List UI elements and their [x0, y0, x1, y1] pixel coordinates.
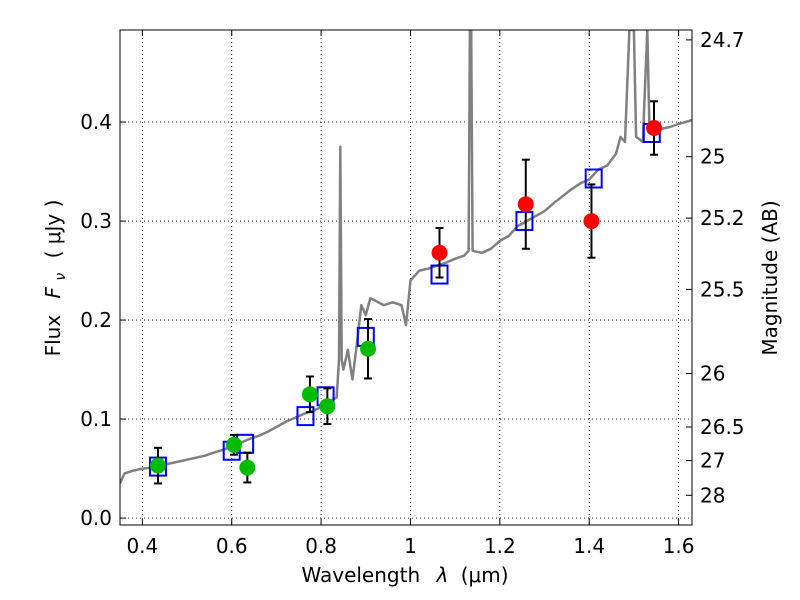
y-tick-label: 0.3 — [80, 209, 112, 233]
plot-area — [120, 30, 692, 485]
y-axis-title-subscript: ν — [53, 273, 69, 281]
x-axis-title-unit: (μm) — [461, 563, 509, 587]
x-tick-label: 1.6 — [663, 534, 695, 558]
x-tick-label: 0.6 — [216, 534, 248, 558]
green-data-point — [239, 459, 256, 476]
y-tick-label: 0.1 — [80, 407, 112, 431]
y2-axis-title: Magnitude (AB) — [758, 200, 782, 355]
x-tick-label: 1.4 — [573, 534, 605, 558]
y2-tick-label: 25.5 — [700, 277, 745, 301]
y-axis-title-unit: ( μJy ) — [41, 200, 65, 259]
model-flux-box — [296, 406, 315, 427]
model-flux-box — [584, 168, 603, 189]
y2-tick-label: 25 — [700, 145, 725, 169]
y2-tick-label: 24.7 — [700, 28, 745, 52]
y2-tick-label: 26 — [700, 362, 725, 386]
y-axis-title-symbol: F — [41, 286, 65, 298]
x-tick-label: 0.4 — [126, 534, 158, 558]
x-axis-title-text: Wavelength — [301, 563, 420, 587]
y-axis-title: Flux F ν ( μJy ) — [41, 200, 70, 357]
x-tick-label: 0.8 — [305, 534, 337, 558]
y-tick-label: 0.4 — [80, 110, 112, 134]
y-axis-title-text: Flux — [41, 315, 65, 357]
axes-frame — [119, 29, 693, 526]
green-data-point — [225, 436, 242, 453]
y-tick-label: 0.2 — [80, 308, 112, 332]
green-data-point — [149, 457, 166, 474]
y2-tick-label: 28 — [700, 483, 725, 507]
x-tick-label: 1 — [404, 534, 417, 558]
x-axis-title-symbol: λ — [436, 563, 449, 587]
x-tick-label: 1.2 — [484, 534, 516, 558]
red-data-point — [583, 213, 600, 230]
red-data-point — [646, 120, 663, 137]
red-data-point — [431, 244, 448, 261]
red-data-point — [517, 196, 534, 213]
green-data-point — [360, 340, 377, 357]
green-data-point — [319, 398, 336, 415]
y2-tick-label: 25.2 — [700, 206, 745, 230]
x-axis-title: Wavelength λ (μm) — [301, 563, 508, 587]
ticks: 0.4 0.6 0.8 1 1.2 1.4 1.6 0.0 0.1 0.2 0.3 0.4 24.7 25… — [80, 28, 744, 558]
y2-tick-label: 26.5 — [700, 415, 745, 439]
y2-tick-label: 27 — [700, 449, 725, 473]
green-data-point — [301, 386, 318, 403]
y-tick-label: 0.0 — [80, 506, 112, 530]
